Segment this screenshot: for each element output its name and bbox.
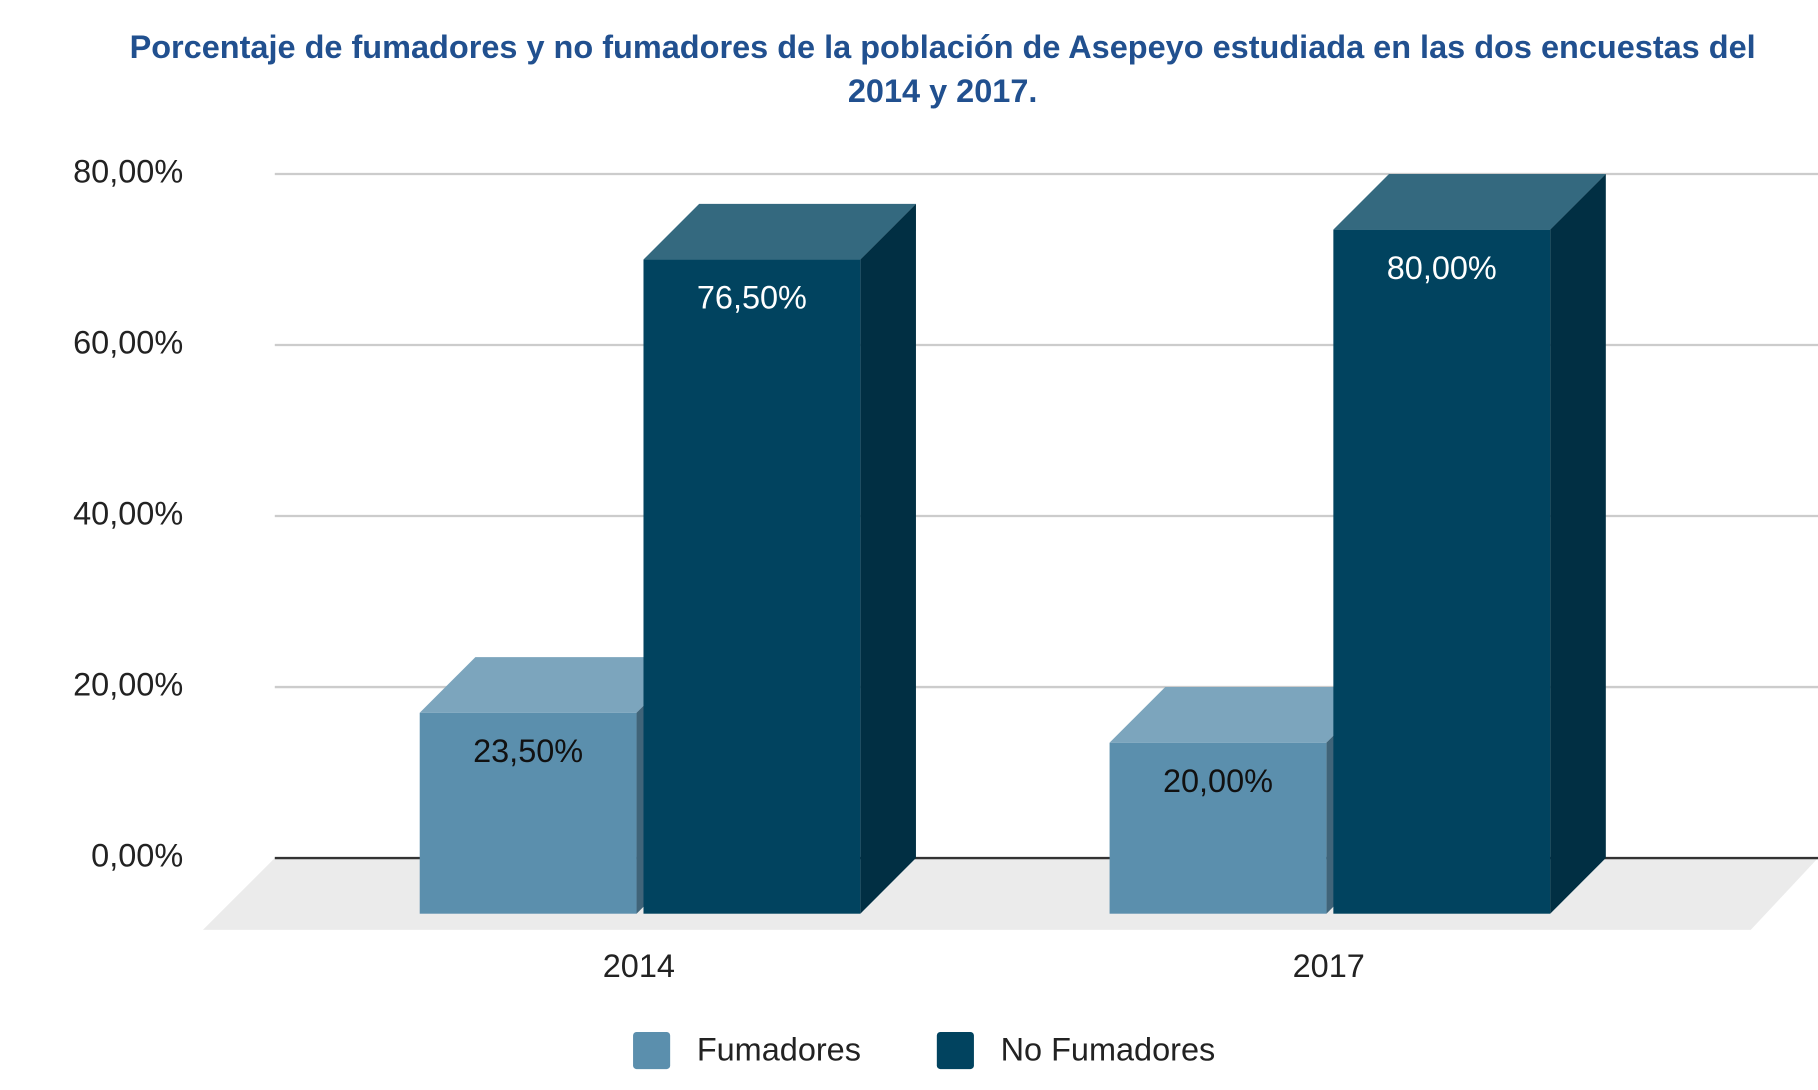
legend-label: No Fumadores [1001,1031,1216,1067]
y-tick-label: 20,00% [73,667,183,703]
value-label: 80,00% [1387,250,1497,286]
y-tick-label: 80,00% [73,154,183,190]
value-label: 20,00% [1163,763,1273,799]
bar [1333,229,1551,914]
chart-title: Porcentaje de fumadores y no fumadores d… [129,29,1756,110]
y-tick-label: 0,00% [91,838,183,874]
bar-top [1109,687,1383,743]
value-label: 76,50% [697,280,807,316]
bar-top [643,203,916,260]
bar-top [1333,173,1606,230]
bar [1109,742,1327,914]
x-tick-label: 2017 [1293,948,1365,984]
bar [643,259,861,914]
legend-swatch [936,1031,974,1070]
value-label: 23,50% [473,733,583,769]
y-tick-label: 40,00% [73,496,183,532]
bar-side [1550,173,1606,914]
title-box: Porcentaje de fumadores y no fumadores d… [129,29,1756,110]
bar [419,712,637,914]
x-tick-label: 2014 [603,948,675,984]
legend-label: Fumadores [697,1031,861,1067]
bar-side [860,203,916,914]
bar-top [419,657,693,713]
legend-swatch [633,1031,671,1070]
y-tick-label: 60,00% [73,325,183,361]
